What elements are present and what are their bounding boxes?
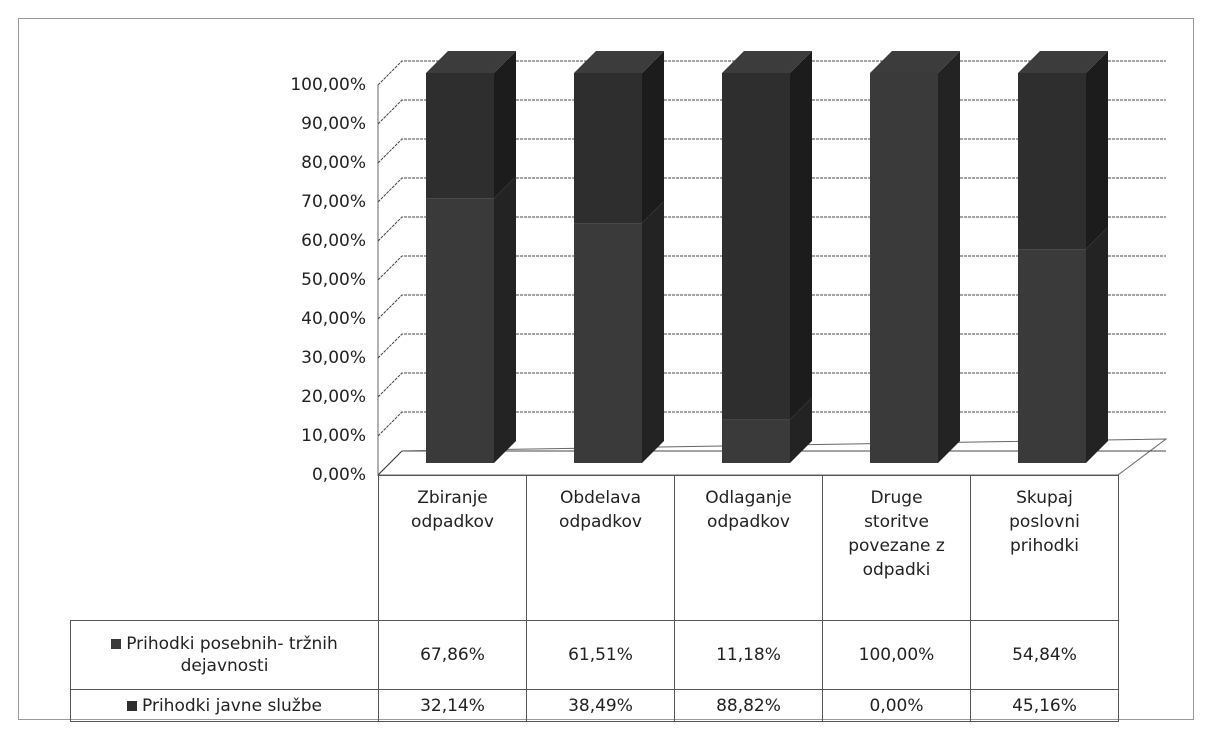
bar — [574, 201, 664, 463]
category-label: Skupaj poslovni prihodki — [1009, 488, 1080, 556]
bar-top — [1018, 51, 1108, 73]
legend-key — [111, 639, 122, 649]
y-tick-label: 0,00% — [312, 465, 366, 485]
category-label: Odlaganje odpadkov — [705, 488, 792, 532]
bar-front — [1018, 249, 1086, 463]
bar-side — [1086, 227, 1108, 463]
value-cell: 38,49% — [526, 689, 675, 722]
bar-front — [1018, 73, 1086, 250]
category-cell: Druge storitve povezane z odpadki — [822, 475, 971, 621]
bar — [426, 51, 516, 199]
bar — [1018, 51, 1108, 250]
value-cell: 11,18% — [674, 620, 823, 690]
y-tick-label: 50,00% — [301, 270, 366, 290]
grid-line — [377, 216, 1166, 242]
legend-label: Prihodki posebnih- tržnih dejavnosti — [126, 634, 338, 676]
y-tick-label: 20,00% — [301, 387, 366, 407]
legend-cell: Prihodki posebnih- tržnih dejavnosti — [70, 620, 379, 690]
bar-front — [574, 223, 642, 463]
value-cell: 88,82% — [674, 689, 823, 722]
bar — [870, 51, 960, 463]
grid-line — [377, 372, 1166, 398]
y-tick-label: 100,00% — [290, 75, 366, 95]
bar — [870, 51, 960, 73]
y-tick-label: 60,00% — [301, 231, 366, 251]
bar-top — [574, 51, 664, 73]
category-cell: Obdelava odpadkov — [526, 475, 675, 621]
bar-side — [642, 51, 664, 224]
category-label: Druge storitve povezane z odpadki — [848, 488, 945, 580]
grid-line — [377, 177, 1166, 203]
category-cell: Odlaganje odpadkov — [674, 475, 823, 621]
y-tick-label: 80,00% — [301, 153, 366, 173]
series-row: Prihodki javne službe 32,14% 38,49% 88,82% 0… — [70, 689, 1119, 722]
grid-line — [377, 255, 1166, 281]
bar-side — [494, 176, 516, 463]
series-row: Prihodki posebnih- tržnih dejavnosti 67,8… — [70, 620, 1119, 690]
bar-front — [574, 73, 642, 224]
y-tick-label: 90,00% — [301, 114, 366, 134]
bar-side — [790, 51, 812, 420]
bar — [722, 51, 812, 420]
table-header-row: Zbiranje odpadkov Obdelava odpadkov Odlaga… — [71, 475, 1119, 621]
grid-line — [377, 333, 1166, 359]
legend-label: Prihodki javne službe — [142, 695, 322, 716]
value-cell: 45,16% — [970, 689, 1119, 722]
bar-front — [426, 73, 494, 199]
bar — [426, 176, 516, 463]
y-tick-label: 40,00% — [301, 309, 366, 329]
data-table: Zbiranje odpadkov Obdelava odpadkov Odlaga… — [70, 475, 1119, 722]
bar-side — [938, 51, 960, 463]
bar-side — [494, 51, 516, 199]
value-cell: 67,86% — [378, 620, 527, 690]
bar-top — [870, 51, 960, 73]
bar-side — [790, 397, 812, 463]
value-cell: 32,14% — [378, 689, 527, 722]
category-label: Obdelava odpadkov — [559, 488, 642, 532]
value-cell: 61,51% — [526, 620, 675, 690]
grid-line — [377, 99, 1166, 125]
bar-front — [870, 73, 938, 463]
bar — [1018, 227, 1108, 463]
y-tick-label: 30,00% — [301, 348, 366, 368]
bar-side — [642, 201, 664, 463]
category-cell: Zbiranje odpadkov — [378, 475, 527, 621]
y-tick-label: 10,00% — [301, 426, 366, 446]
legend-cell: Prihodki javne službe — [70, 689, 379, 722]
category-cell: Skupaj poslovni prihodki — [970, 475, 1119, 621]
value-cell: 54,84% — [970, 620, 1119, 690]
bar-front — [426, 198, 494, 463]
grid-line — [377, 294, 1166, 320]
bar-side — [1086, 51, 1108, 250]
value-cell: 100,00% — [822, 620, 971, 690]
category-label: Zbiranje odpadkov — [411, 488, 494, 532]
grid-line — [377, 411, 1166, 437]
bar-top — [426, 51, 516, 73]
grid-line — [377, 60, 1166, 86]
bar-front — [722, 419, 790, 463]
blank-cell — [71, 476, 379, 621]
bar — [574, 51, 664, 224]
value-cell: 0,00% — [822, 689, 971, 722]
bar — [722, 397, 812, 463]
legend-key — [127, 700, 137, 711]
y-tick-label: 70,00% — [301, 192, 366, 212]
bar-top — [722, 51, 812, 73]
grid-line — [377, 138, 1166, 164]
bar-front — [722, 73, 790, 420]
